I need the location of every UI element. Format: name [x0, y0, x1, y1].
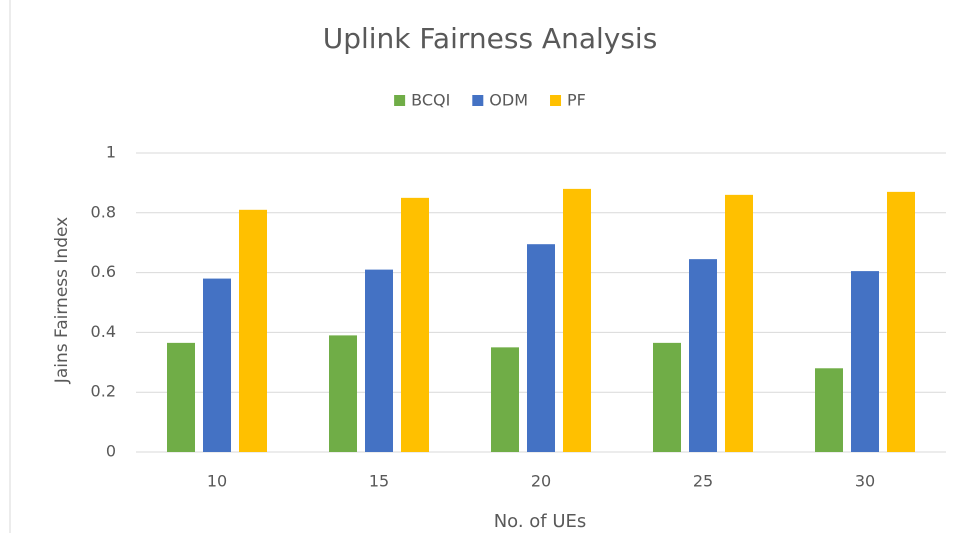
x-tick-label: 20 — [531, 472, 551, 491]
bar — [851, 271, 879, 452]
bar — [329, 335, 357, 452]
chart-title: Uplink Fairness Analysis — [323, 22, 658, 55]
bar — [491, 347, 519, 452]
x-tick-label: 15 — [369, 472, 389, 491]
bar — [401, 197, 429, 452]
y-tick-label: 0 — [106, 442, 116, 461]
y-axis-label: Jains Fairness Index — [52, 217, 72, 384]
x-axis-label: No. of UEs — [494, 511, 587, 532]
x-tick-label: 30 — [855, 472, 875, 491]
legend-label: PF — [567, 91, 586, 110]
bar — [203, 278, 231, 452]
legend-swatch — [550, 95, 562, 106]
y-tick-label: 0.2 — [91, 382, 116, 401]
bar — [725, 194, 753, 453]
legend: BCQI ODM PF — [394, 91, 586, 110]
bar — [653, 342, 681, 452]
y-tick-label: 0.6 — [91, 262, 116, 281]
legend-swatch — [472, 95, 484, 106]
legend-label: BCQI — [411, 91, 450, 110]
y-tick-label: 0.4 — [91, 322, 116, 341]
legend-label: ODM — [489, 91, 528, 110]
bar — [887, 191, 915, 452]
bar — [365, 269, 393, 452]
bar — [815, 368, 843, 452]
legend-swatch — [394, 95, 406, 106]
y-tick-label: 0.8 — [91, 202, 116, 221]
y-tick-label: 1 — [106, 143, 116, 162]
x-tick-label: 10 — [207, 472, 227, 491]
bar — [239, 209, 267, 452]
x-tick-label: 25 — [693, 472, 713, 491]
bar — [689, 259, 717, 452]
bar — [527, 244, 555, 452]
bar — [167, 342, 195, 452]
bar — [563, 188, 591, 452]
